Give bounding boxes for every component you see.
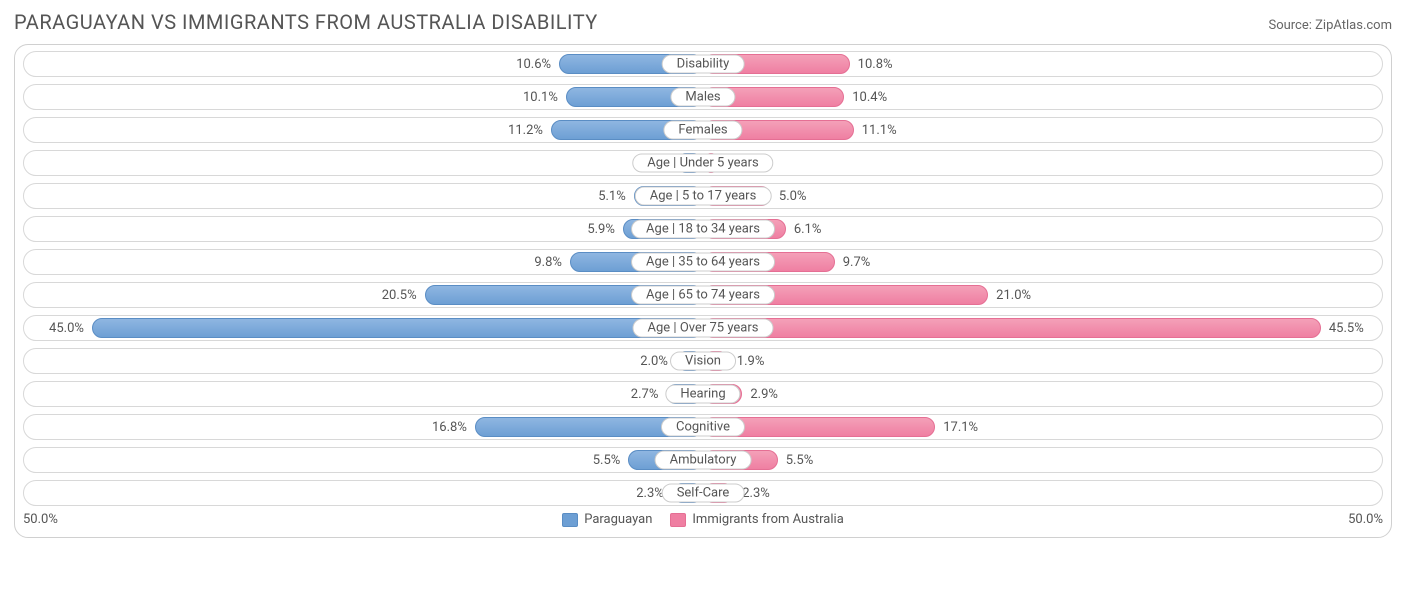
value-right: 9.7% xyxy=(843,250,871,276)
category-label: Disability xyxy=(662,55,745,74)
value-left: 45.0% xyxy=(49,316,84,342)
value-left: 11.2% xyxy=(508,118,543,144)
row-track: 2.0%1.2%Age | Under 5 years xyxy=(23,150,1383,176)
value-right: 2.9% xyxy=(750,382,778,408)
row-track: 2.7% 2.9% Hearing xyxy=(23,381,1383,407)
legend: Paraguayan Immigrants from Australia xyxy=(58,512,1348,527)
row-track: 5.5% 5.5% Ambulatory xyxy=(23,447,1383,473)
category-label: Hearing xyxy=(665,385,740,404)
row-track: 10.6% 10.8% Disability xyxy=(23,51,1383,77)
bar-right xyxy=(703,318,1321,338)
chart-rows: 10.6% 10.8% Disability 10.1% 10.4% Males 11.2%… xyxy=(23,51,1383,506)
row-track: 5.1% 5.0% Age | 5 to 17 years xyxy=(23,183,1383,209)
value-right: 21.0% xyxy=(996,283,1031,309)
row-track: 20.5% 21.0% Age | 65 to 74 years xyxy=(23,282,1383,308)
value-right: 45.5% xyxy=(1329,316,1364,342)
value-left: 2.7% xyxy=(631,382,659,408)
chart-title: PARAGUAYAN VS IMMIGRANTS FROM AUSTRALIA … xyxy=(14,10,598,34)
value-right: 5.0% xyxy=(779,184,807,210)
value-left: 10.6% xyxy=(516,52,551,78)
row-track: 16.8% 17.1% Cognitive xyxy=(23,414,1383,440)
legend-item-right: Immigrants from Australia xyxy=(670,512,843,527)
axis-right-label: 50.0% xyxy=(1348,512,1383,527)
bar-left xyxy=(92,318,703,338)
value-left: 5.9% xyxy=(587,217,615,243)
value-left: 2.3% xyxy=(636,481,664,507)
row-track: 10.1% 10.4% Males xyxy=(23,84,1383,110)
category-label: Vision xyxy=(670,352,736,371)
category-label: Cognitive xyxy=(661,418,745,437)
legend-label-left: Paraguayan xyxy=(584,512,652,527)
value-left: 9.8% xyxy=(534,250,562,276)
value-right: 1.9% xyxy=(737,349,765,375)
legend-label-right: Immigrants from Australia xyxy=(692,512,843,527)
value-right: 6.1% xyxy=(794,217,822,243)
row-track: 45.0% 45.5% Age | Over 75 years xyxy=(23,315,1383,341)
category-label: Age | 18 to 34 years xyxy=(631,220,775,239)
category-label: Females xyxy=(663,121,742,140)
value-right: 11.1% xyxy=(862,118,897,144)
axis-left-label: 50.0% xyxy=(23,512,58,527)
value-left: 2.0% xyxy=(640,349,668,375)
value-right: 17.1% xyxy=(943,415,978,441)
value-left: 16.8% xyxy=(432,415,467,441)
legend-swatch-blue xyxy=(562,513,578,527)
row-track: 11.2% 11.1% Females xyxy=(23,117,1383,143)
row-track: 2.3% 2.3%Self-Care xyxy=(23,480,1383,506)
row-track: 2.0% 1.9%Vision xyxy=(23,348,1383,374)
category-label: Age | 65 to 74 years xyxy=(631,286,775,305)
value-left: 20.5% xyxy=(382,283,417,309)
chart-area: 10.6% 10.8% Disability 10.1% 10.4% Males 11.2%… xyxy=(14,44,1392,538)
value-right: 2.3% xyxy=(742,481,770,507)
category-label: Age | 5 to 17 years xyxy=(635,187,772,206)
category-label: Age | 35 to 64 years xyxy=(631,253,775,272)
legend-swatch-pink xyxy=(670,513,686,527)
value-left: 5.5% xyxy=(593,448,621,474)
category-label: Self-Care xyxy=(662,484,745,503)
chart-footer: 50.0% Paraguayan Immigrants from Austral… xyxy=(23,512,1383,527)
value-right: 10.8% xyxy=(858,52,893,78)
value-right: 10.4% xyxy=(852,85,887,111)
value-left: 10.1% xyxy=(523,85,558,111)
legend-item-left: Paraguayan xyxy=(562,512,652,527)
chart-source: Source: ZipAtlas.com xyxy=(1268,18,1392,33)
value-right: 5.5% xyxy=(786,448,814,474)
category-label: Ambulatory xyxy=(655,451,752,470)
row-track: 9.8% 9.7% Age | 35 to 64 years xyxy=(23,249,1383,275)
category-label: Age | Under 5 years xyxy=(632,154,773,173)
value-left: 5.1% xyxy=(598,184,626,210)
category-label: Age | Over 75 years xyxy=(633,319,774,338)
category-label: Males xyxy=(670,88,735,107)
chart-header: PARAGUAYAN VS IMMIGRANTS FROM AUSTRALIA … xyxy=(14,10,1392,34)
row-track: 5.9% 6.1% Age | 18 to 34 years xyxy=(23,216,1383,242)
